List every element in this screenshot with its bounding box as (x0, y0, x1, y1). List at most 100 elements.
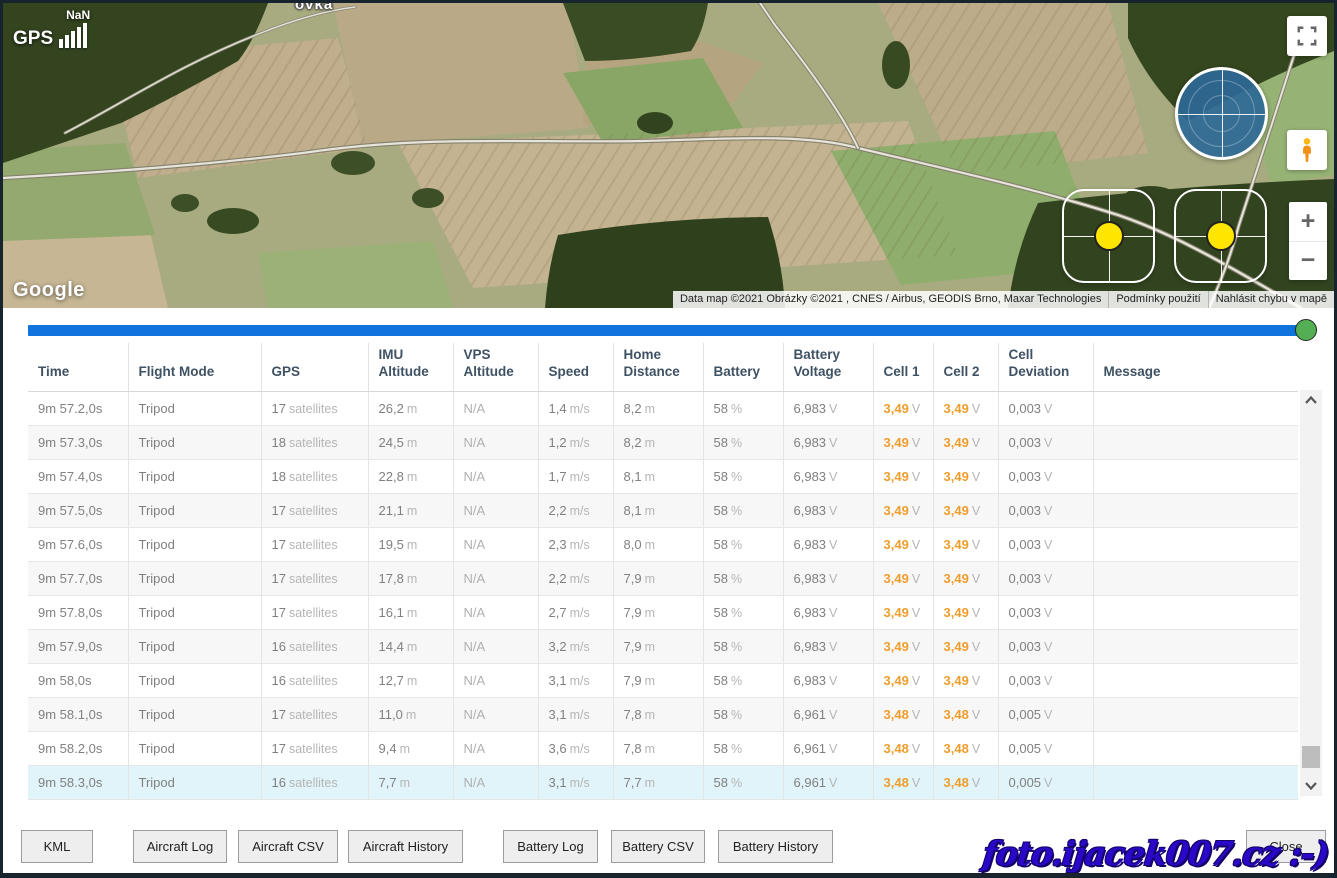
left-stick-indicator (1062, 189, 1155, 283)
table-cell: N/A (453, 425, 539, 460)
table-cell (1093, 527, 1298, 562)
satellite-imagery (3, 3, 1334, 308)
table-cell: 6,983 V (783, 663, 874, 698)
report-error-link[interactable]: Nahlásit chybu v mapě (1207, 291, 1334, 308)
table-cell: 3,1 m/s (538, 663, 614, 698)
battery-history-button[interactable]: Battery History (718, 830, 833, 863)
table-cell: 7,9 m (613, 629, 704, 664)
terms-link[interactable]: Podmínky použití (1108, 291, 1208, 308)
table-cell: 6,983 V (783, 391, 874, 426)
zoom-out-button[interactable]: − (1300, 246, 1316, 275)
scroll-down-button[interactable] (1300, 776, 1322, 796)
table-cell: 0,005 V (998, 697, 1094, 732)
table-cell (1093, 663, 1298, 698)
table-cell: 58% (703, 561, 784, 596)
table-cell: 21,1 m (368, 493, 454, 528)
table-row[interactable]: 9m 58.1,0s Tripod 17 satellites 11,0 m N/A 3,1 m… (28, 697, 1298, 732)
table-cell: 3,49 V (933, 391, 999, 426)
table-cell: 9m 57.5,0s (28, 493, 129, 528)
table-cell: N/A (453, 765, 539, 800)
table-cell: 0,003 V (998, 527, 1094, 562)
table-cell: 9m 57.3,0s (28, 425, 129, 460)
table-cell: 3,49 V (873, 425, 934, 460)
table-cell: 6,983 V (783, 493, 874, 528)
table-cell (1093, 697, 1298, 732)
table-row[interactable]: 9m 57.4,0s Tripod 18 satellites 22,8 m N/A 1,7 m… (28, 459, 1298, 494)
table-cell: 24,5 m (368, 425, 454, 460)
battery-log-button[interactable]: Battery Log (503, 830, 598, 863)
table-cell: 1,2 m/s (538, 425, 614, 460)
table-cell: 6,983 V (783, 629, 874, 664)
table-row[interactable]: 9m 58,0s Tripod 16 satellites 12,7 m N/A 3,1 m/s… (28, 663, 1298, 698)
table-cell: 9m 57.2,0s (28, 391, 129, 426)
table-cell: 2,7 m/s (538, 595, 614, 630)
table-cell: 19,5 m (368, 527, 454, 562)
table-row[interactable]: 9m 57.6,0s Tripod 17 satellites 19,5 m N/A 2,3 m… (28, 527, 1298, 562)
playback-timeline (28, 319, 1317, 341)
table-cell: 3,49 V (933, 459, 999, 494)
battery-csv-button[interactable]: Battery CSV (611, 830, 705, 863)
table-cell: 3,48 V (933, 765, 999, 800)
table-row[interactable]: 9m 57.5,0s Tripod 17 satellites 21,1 m N/A 2,2 m… (28, 493, 1298, 528)
table-cell: 17 satellites (261, 561, 369, 596)
table-cell: 17 satellites (261, 595, 369, 630)
zoom-in-button[interactable]: + (1289, 202, 1327, 242)
table-row[interactable]: 9m 57.7,0s Tripod 17 satellites 17,8 m N/A 2,2 m… (28, 561, 1298, 596)
right-stick-dot (1205, 221, 1236, 251)
table-cell: 7,7 m (613, 765, 704, 800)
scrollbar-thumb[interactable] (1302, 746, 1320, 768)
pegman-button[interactable] (1287, 130, 1327, 170)
table-cell: 3,49 V (933, 595, 999, 630)
table-cell: 3,6 m/s (538, 731, 614, 766)
table-cell: N/A (453, 493, 539, 528)
close-button[interactable]: Close (1246, 830, 1326, 863)
table-cell: 2,2 m/s (538, 493, 614, 528)
table-cell: 9,4 m (368, 731, 454, 766)
table-row[interactable]: 9m 58.2,0s Tripod 17 satellites 9,4 m N/A 3,6 m/… (28, 731, 1298, 766)
table-cell: 9m 57.6,0s (28, 527, 129, 562)
table-cell: 0,003 V (998, 561, 1094, 596)
satellite-map[interactable]: ovka GPS NaN Google Data map ©2021 Obráz… (3, 3, 1334, 308)
table-cell: 6,983 V (783, 561, 874, 596)
table-cell: 22,8 m (368, 459, 454, 494)
table-cell (1093, 459, 1298, 494)
table-cell: 18 satellites (261, 425, 369, 460)
table-cell: 3,49 V (873, 391, 934, 426)
aircraft-log-button[interactable]: Aircraft Log (133, 830, 227, 863)
table-cell: 3,49 V (933, 561, 999, 596)
aircraft-csv-button[interactable]: Aircraft CSV (238, 830, 338, 863)
table-cell: 17,8 m (368, 561, 454, 596)
timeline-handle[interactable] (1295, 319, 1317, 341)
gps-label: GPS (13, 28, 54, 49)
table-row[interactable]: 9m 57.8,0s Tripod 17 satellites 16,1 m N/A 2,7 m… (28, 595, 1298, 630)
table-cell: Tripod (128, 527, 262, 562)
table-row[interactable]: 9m 57.2,0s Tripod 17 satellites 26,2 m N/A 1,4 m… (28, 391, 1298, 426)
scroll-up-button[interactable] (1300, 390, 1322, 410)
table-cell: 3,49 V (933, 493, 999, 528)
signal-bars-icon (59, 23, 88, 48)
table-cell: 6,961 V (783, 697, 874, 732)
compass-indicator[interactable] (1175, 67, 1268, 160)
table-row[interactable]: 9m 58.3,0s Tripod 16 satellites 7,7 m N/A 3,1 m/… (28, 765, 1298, 800)
column-header-flight-mode: Flight Mode (128, 343, 262, 392)
table-cell: 0,003 V (998, 459, 1094, 494)
column-header-battery: Battery (703, 343, 784, 392)
table-row[interactable]: 9m 57.3,0s Tripod 18 satellites 24,5 m N/A 1,2 m… (28, 425, 1298, 460)
attribution-text: Data map ©2021 Obrázky ©2021 , CNES / Ai… (672, 291, 1109, 308)
table-cell: 58% (703, 765, 784, 800)
table-cell (1093, 629, 1298, 664)
kml-button[interactable]: KML (21, 830, 93, 863)
table-cell: 9m 57.8,0s (28, 595, 129, 630)
aircraft-history-button[interactable]: Aircraft History (348, 830, 463, 863)
table-cell: 58% (703, 493, 784, 528)
table-row[interactable]: 9m 57.9,0s Tripod 16 satellites 14,4 m N/A 3,2 m… (28, 629, 1298, 664)
table-cell: 6,961 V (783, 765, 874, 800)
fullscreen-button[interactable] (1287, 16, 1327, 56)
timeline-track[interactable] (28, 325, 1298, 336)
table-cell: 1,7 m/s (538, 459, 614, 494)
table-cell: 7,7 m (368, 765, 454, 800)
column-header-battery-voltage: Battery Voltage (783, 343, 874, 392)
table-cell: 0,003 V (998, 629, 1094, 664)
table-cell: 7,8 m (613, 697, 704, 732)
table-cell (1093, 561, 1298, 596)
